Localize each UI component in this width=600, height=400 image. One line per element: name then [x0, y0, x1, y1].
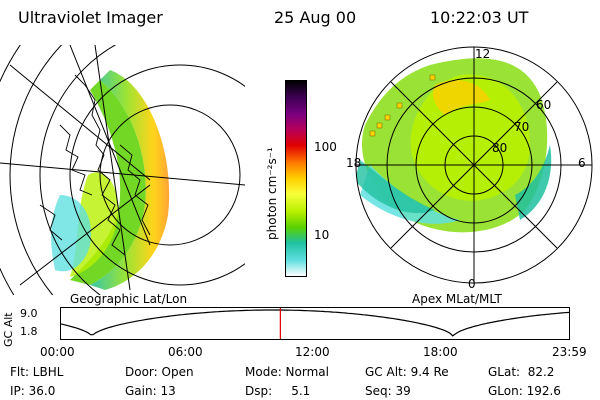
dsp-field: Dsp: 5.1 — [245, 384, 311, 398]
gain-field: Gain: 13 — [125, 384, 176, 398]
time-tick-2359: 23:59 — [552, 345, 587, 359]
mlt-label-18: 18 — [346, 156, 362, 170]
colorbar-tick-10: 10 — [314, 228, 330, 242]
flt-field: Flt: LBHL — [10, 365, 64, 379]
time-tick-1200: 12:00 — [295, 345, 330, 359]
gc-alt-axis-label: GC Alt — [2, 312, 15, 347]
mlt-label-0: 0 — [468, 277, 476, 291]
seq-field: Seq: 39 — [365, 384, 411, 398]
mlt-label-12: 12 — [475, 47, 491, 61]
colorbar-tick-100: 100 — [314, 140, 337, 154]
geographic-image — [0, 45, 245, 295]
gc-alt-field: GC Alt: 9.4 Re — [365, 365, 449, 379]
mlt-label-6: 6 — [578, 156, 586, 170]
door-field: Door: Open — [125, 365, 194, 379]
mlat-label-60: 60 — [536, 98, 552, 112]
colorbar — [285, 80, 307, 277]
time-label: 10:22:03 UT — [430, 8, 529, 27]
date-label: 25 Aug 00 — [274, 8, 357, 27]
polar-caption: Apex MLat/MLT — [412, 292, 502, 306]
mlat-label-80: 80 — [492, 141, 508, 155]
geographic-caption: Geographic Lat/Lon — [70, 292, 188, 306]
instrument-title: Ultraviolet Imager — [18, 8, 163, 27]
alt-tick-low: 1.8 — [20, 325, 38, 338]
time-tick-0000: 00:00 — [40, 345, 75, 359]
mlat-label-70: 70 — [514, 120, 530, 134]
time-tick-1800: 18:00 — [423, 345, 458, 359]
glon-field: GLon: 192.6 — [488, 384, 561, 398]
polar-plot — [355, 46, 593, 284]
mode-field: Mode: Normal — [245, 365, 329, 379]
alt-tick-high: 9.0 — [20, 307, 38, 320]
ip-field: IP: 36.0 — [10, 384, 56, 398]
glat-field: GLat: 82.2 — [488, 365, 555, 379]
time-tick-0600: 06:00 — [168, 345, 203, 359]
colorbar-unit-label: photon cm⁻²s⁻¹ — [265, 147, 279, 240]
altitude-strip — [60, 307, 570, 340]
